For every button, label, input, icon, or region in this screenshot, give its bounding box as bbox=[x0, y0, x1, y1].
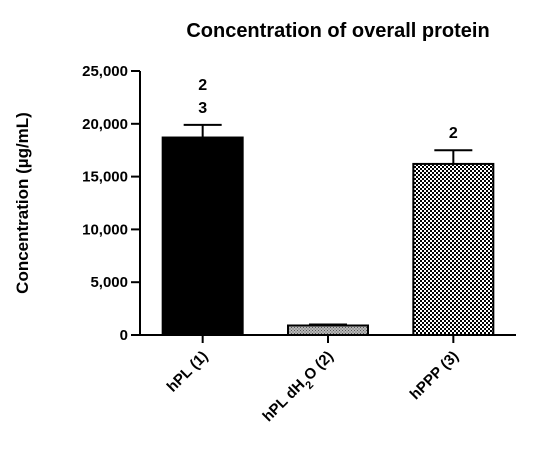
x-tick-label: hPL dH2O (2) bbox=[259, 348, 340, 429]
y-tick-label: 0 bbox=[120, 327, 128, 344]
y-tick-label: 20,000 bbox=[82, 116, 128, 133]
x-axis bbox=[140, 334, 516, 343]
y-tick-label: 25,000 bbox=[82, 63, 128, 80]
category-labels: hPL (1) hPL dH2O (2) hPPP (3) bbox=[164, 348, 462, 429]
error-bars bbox=[183, 123, 473, 326]
y-tick-label: 10,000 bbox=[82, 221, 128, 238]
bar bbox=[161, 136, 244, 336]
y-axis: 0 5,000 10,000 15,000 20,000 25,000 bbox=[82, 63, 141, 344]
bar bbox=[412, 162, 495, 336]
y-tick-label: 5,000 bbox=[90, 274, 128, 291]
y-tick-label: 15,000 bbox=[82, 169, 128, 186]
x-tick-label: hPL (1) bbox=[164, 348, 212, 396]
significance-label: 2 bbox=[198, 77, 207, 94]
annotations: 2 3 2 bbox=[198, 77, 458, 142]
x-tick-label: hPPP (3) bbox=[407, 348, 462, 403]
significance-label: 3 bbox=[198, 100, 207, 117]
chart-title: Concentration of overall protein bbox=[186, 20, 489, 42]
significance-label: 2 bbox=[449, 125, 458, 142]
bars bbox=[161, 136, 495, 337]
y-axis-label: Concentration (µg/mL) bbox=[13, 112, 32, 294]
bar bbox=[287, 324, 369, 337]
